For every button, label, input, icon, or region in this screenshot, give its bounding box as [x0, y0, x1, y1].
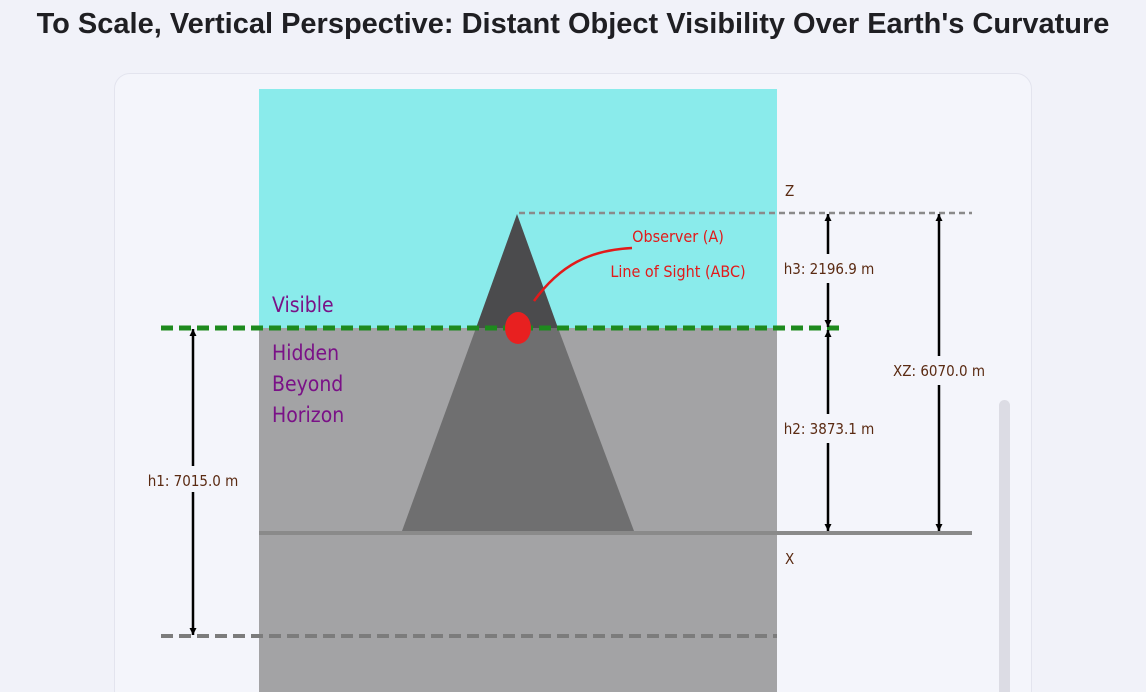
- mountain-visible-part: [476, 214, 558, 328]
- observer-dot: [505, 312, 531, 344]
- h3-label: h3: 2196.9 m: [784, 260, 875, 278]
- point-z-label: Z: [785, 182, 794, 200]
- scrollbar-thumb[interactable]: [999, 400, 1010, 692]
- xz-label: XZ: 6070.0 m: [893, 362, 985, 380]
- hidden-label-line-1: Hidden: [272, 341, 339, 365]
- h2-label: h2: 3873.1 m: [784, 420, 875, 438]
- line-of-sight-label: Line of Sight (ABC): [610, 262, 745, 281]
- observer-leader-line: [532, 246, 633, 302]
- visible-label: Visible: [272, 293, 334, 317]
- observer-label: Observer (A): [632, 227, 724, 246]
- h1-label: h1: 7015.0 m: [148, 472, 239, 490]
- point-x-label: X: [785, 550, 794, 568]
- mountain-hidden-part: [402, 328, 634, 531]
- hidden-label-line-2: Beyond: [272, 372, 343, 396]
- hidden-label-line-3: Horizon: [272, 403, 344, 427]
- page-title: To Scale, Vertical Perspective: Distant …: [36, 8, 1110, 40]
